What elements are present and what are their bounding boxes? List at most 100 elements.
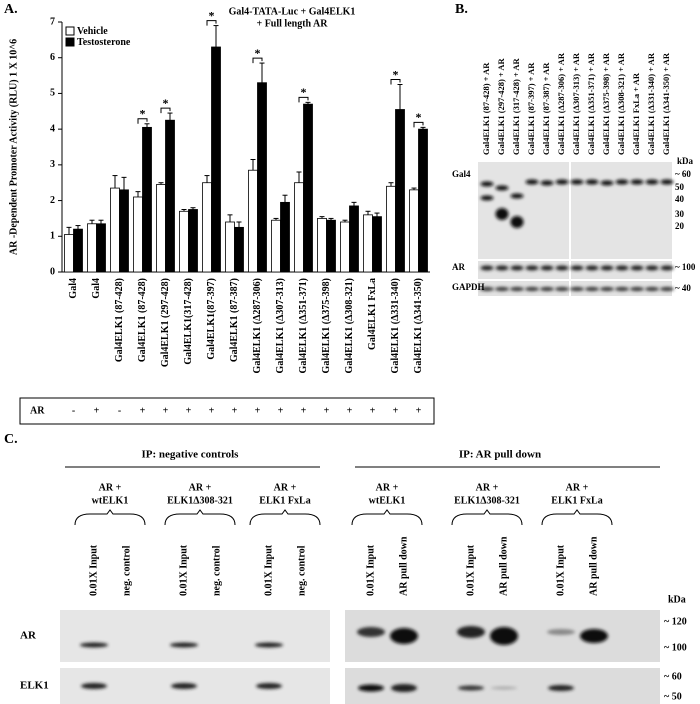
lane-label: Gal4ELK1 (Δ308-321) + AR: [616, 52, 626, 155]
lane-label: neg. control: [296, 545, 307, 596]
chart-title: + Full length AR: [257, 18, 329, 29]
bar: [248, 169, 258, 273]
error-bar: [351, 201, 357, 206]
error-bar: [181, 209, 187, 212]
error-bar: [236, 221, 242, 228]
significance-label: *: [209, 8, 215, 22]
band: [357, 627, 385, 637]
bar: [156, 184, 166, 273]
bar: [73, 228, 83, 273]
band: [391, 684, 417, 692]
row-label: GAPDH: [452, 282, 485, 292]
band: [645, 287, 659, 291]
row-value: +: [140, 405, 146, 416]
band: [570, 287, 584, 291]
error-bar: [98, 219, 104, 224]
x-tick-label: Gal4ELK1 (Δ375-398): [321, 278, 332, 373]
error-bar: [342, 219, 348, 222]
kda-marker: ~ 100: [664, 642, 687, 653]
bar: [372, 216, 382, 273]
bar: [386, 185, 396, 273]
lane-label: AR pull down: [398, 536, 409, 596]
row-box: [19, 397, 435, 425]
x-tick-label: Gal4ELK1(317-428): [183, 278, 194, 365]
sample-label: AR +: [566, 482, 589, 493]
brace: [249, 509, 321, 526]
band: [547, 629, 575, 635]
band: [600, 287, 614, 291]
kda-marker: 30: [675, 209, 685, 219]
lane-label: AR pull down: [498, 536, 509, 596]
x-tick-label: Gal4: [91, 278, 102, 299]
panel-label: C.: [4, 432, 18, 447]
band: [358, 684, 384, 692]
kda-marker: 40: [675, 194, 685, 204]
row-value: +: [209, 405, 215, 416]
error-bar: [411, 187, 417, 190]
band: [570, 265, 584, 271]
brace: [451, 509, 523, 526]
band: [170, 642, 198, 648]
band: [81, 683, 107, 689]
bar: [110, 187, 120, 273]
band: [540, 180, 554, 186]
band: [255, 642, 283, 648]
bar: [317, 218, 327, 273]
x-tick-label: Gal4ELK1(87-397): [206, 278, 217, 360]
significance-bracket: [413, 121, 424, 128]
panel-label: A.: [4, 2, 18, 17]
kda-marker: ~ 100: [675, 262, 696, 272]
bar: [225, 221, 235, 273]
band: [495, 265, 509, 271]
significance-label: *: [393, 67, 399, 81]
band: [480, 181, 494, 187]
band: [525, 179, 539, 185]
band: [615, 287, 629, 291]
lane-label: Gal4ELK1 (Δ331-340) + AR: [646, 52, 656, 155]
band: [540, 265, 554, 271]
kda-marker: ~ 50: [664, 691, 682, 702]
row-value: +: [186, 405, 192, 416]
band: [171, 683, 197, 689]
bar: [64, 234, 74, 273]
error-bar: [259, 62, 265, 83]
row-value: +: [370, 405, 376, 416]
band: [525, 265, 539, 271]
lane-label: Gal4ELK1 (317-428) + AR: [511, 57, 521, 155]
significance-bracket: [206, 20, 217, 26]
band: [495, 185, 509, 191]
y-tick-label: 6: [50, 52, 55, 63]
band: [615, 179, 629, 185]
bar: [395, 109, 405, 273]
band: [630, 265, 644, 271]
brace: [351, 509, 423, 526]
row-value: +: [94, 405, 100, 416]
row-value: +: [163, 405, 169, 416]
band: [490, 627, 518, 645]
bar: [96, 223, 106, 273]
band: [585, 265, 599, 271]
x-tick-label: Gal4ELK1 (Δ341-350): [413, 278, 424, 373]
band: [458, 685, 484, 691]
group-title: IP: AR pull down: [459, 449, 541, 461]
x-tick-label: Gal4ELK1 (Δ331-340): [390, 278, 401, 373]
lane-label: Gal4ELK1 (Δ341-350) + AR: [661, 52, 671, 155]
row-value: +: [393, 405, 399, 416]
band: [600, 180, 614, 186]
blot: [478, 162, 672, 259]
x-tick-label: Gal4ELK1 (87-387): [229, 278, 240, 362]
band: [480, 195, 494, 201]
sample-label: AR +: [99, 482, 122, 493]
band: [390, 628, 418, 644]
x-tick-label: Gal4ELK1 (Δ351-371): [298, 278, 309, 373]
error-bar: [365, 210, 371, 215]
band: [510, 265, 524, 271]
band: [555, 265, 569, 271]
error-bar: [328, 217, 334, 221]
x-tick-label: Gal4ELK1 (297-428): [160, 278, 171, 367]
legend-label: Vehicle: [77, 26, 108, 37]
row-value: +: [232, 405, 238, 416]
legend-label: Testosterone: [77, 37, 131, 48]
bar: [418, 128, 428, 273]
